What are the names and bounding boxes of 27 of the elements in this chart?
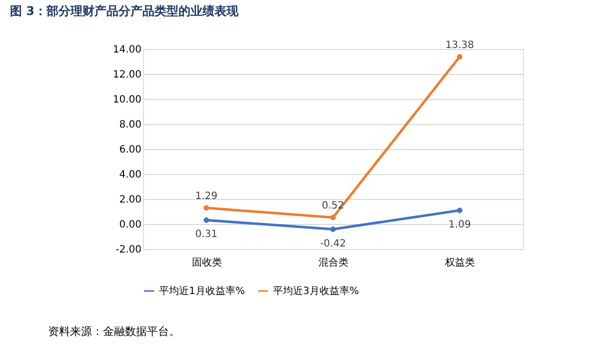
point	[330, 214, 336, 220]
y-tick-label: 10.00	[112, 94, 142, 106]
y-tick-label: 6.00	[119, 144, 142, 156]
y-tick-label: -2.00	[116, 244, 142, 256]
data-label: 1.29	[195, 190, 218, 202]
y-tick-label: 14.00	[112, 44, 142, 56]
legend-label: 平均近1月收益率%	[159, 285, 245, 297]
data-label: 0.31	[195, 229, 218, 240]
point	[204, 217, 210, 223]
y-tick-label: 12.00	[112, 70, 142, 80]
y-tick-label: 2.00	[119, 194, 142, 206]
y-tick-label: 8.00	[119, 120, 142, 130]
text: 资料来源：金融数据平台。	[48, 325, 180, 338]
y-tick-label: 0.00	[119, 220, 142, 230]
point	[204, 205, 210, 211]
data-label: -0.42	[320, 238, 346, 250]
x-tick-label: 固收类	[192, 256, 222, 268]
chart-title: 图 3：部分理财产品分产品类型的业绩表现	[10, 4, 240, 18]
point	[330, 226, 336, 232]
x-tick-label: 权益类	[444, 256, 476, 268]
point	[456, 208, 462, 214]
data-label: 1.09	[448, 219, 471, 230]
point	[456, 54, 462, 60]
legend-label: 平均近3月收益率%	[273, 285, 359, 297]
x-tick-label: 混合类	[318, 256, 348, 268]
y-tick-label: 4.00	[119, 170, 142, 180]
data-label: 13.38	[445, 40, 474, 51]
